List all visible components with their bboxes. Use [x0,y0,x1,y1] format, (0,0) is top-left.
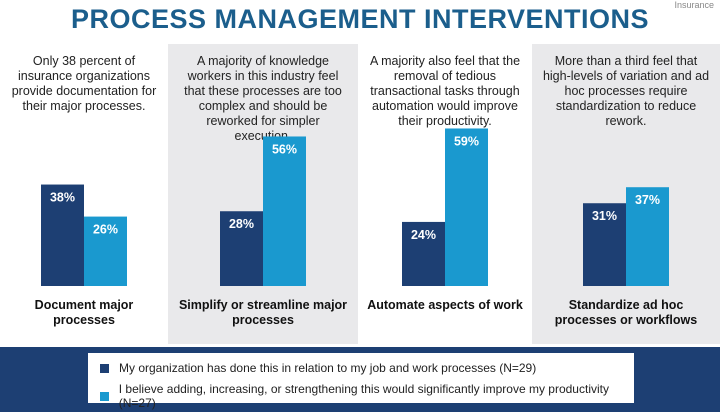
panel-description: More than a third feel that high-levels … [542,54,710,128]
panel-description: A majority also feel that the removal of… [369,54,521,128]
bar-value-label: 56% [272,142,297,156]
legend-label-organization-done: My organization has done this in relatio… [119,361,537,375]
bar-improve-productivity [626,187,669,286]
bar-value-label: 24% [411,228,436,242]
bar-organization-done [583,203,626,286]
bar-value-label: 37% [635,193,660,207]
bar-group: 24% 59% [402,128,488,286]
legend-label-improve-productivity: I believe adding, increasing, or strengt… [118,382,609,410]
category-label: Document major processes [34,298,134,327]
bar-improve-productivity [445,128,488,286]
panel-2: A majority of knowledge workers in this … [168,44,358,344]
category-label: Simplify or streamline major processes [178,298,348,327]
corner-tag: Insurance [674,0,714,10]
bar-value-label: 28% [229,217,254,231]
bar-value-label: 31% [592,209,617,223]
bar-value-label: 26% [93,223,118,237]
legend-swatch-dark [100,363,109,373]
chart-title: PROCESS MANAGEMENT INTERVENTIONS [70,4,650,34]
bar-improve-productivity [84,216,127,286]
bar-value-label: 59% [454,134,479,148]
panel-description: A majority of knowledge workers in this … [184,54,342,143]
legend: My organization has done this in relatio… [88,353,634,410]
bar-group: 28% 56% [220,136,306,286]
bar-value-label: 38% [50,191,75,205]
bar-group: 31% 37% [583,187,669,286]
bar-organization-done [402,221,445,286]
panel-1: Only 38 percent of insurance organizatio… [0,44,168,344]
panel-4: More than a third feel that high-levels … [532,44,720,344]
legend-swatch-light [100,391,109,401]
panel-3: A majority also feel that the removal of… [358,44,532,344]
legend-item-improve-productivity: I believe adding, increasing, or strengt… [100,382,634,410]
legend-band: My organization has done this in relatio… [0,347,720,412]
bar-organization-done [220,211,263,286]
panel-description: Only 38 percent of insurance organizatio… [11,54,157,113]
bar-group: 38% 26% [41,184,127,286]
bar-organization-done [41,184,84,286]
category-label: Standardize ad hoc processes or workflow… [554,298,698,327]
bar-improve-productivity [263,136,306,286]
legend-item-organization-done: My organization has done this in relatio… [100,361,536,375]
category-label: Automate aspects of work [367,298,523,312]
